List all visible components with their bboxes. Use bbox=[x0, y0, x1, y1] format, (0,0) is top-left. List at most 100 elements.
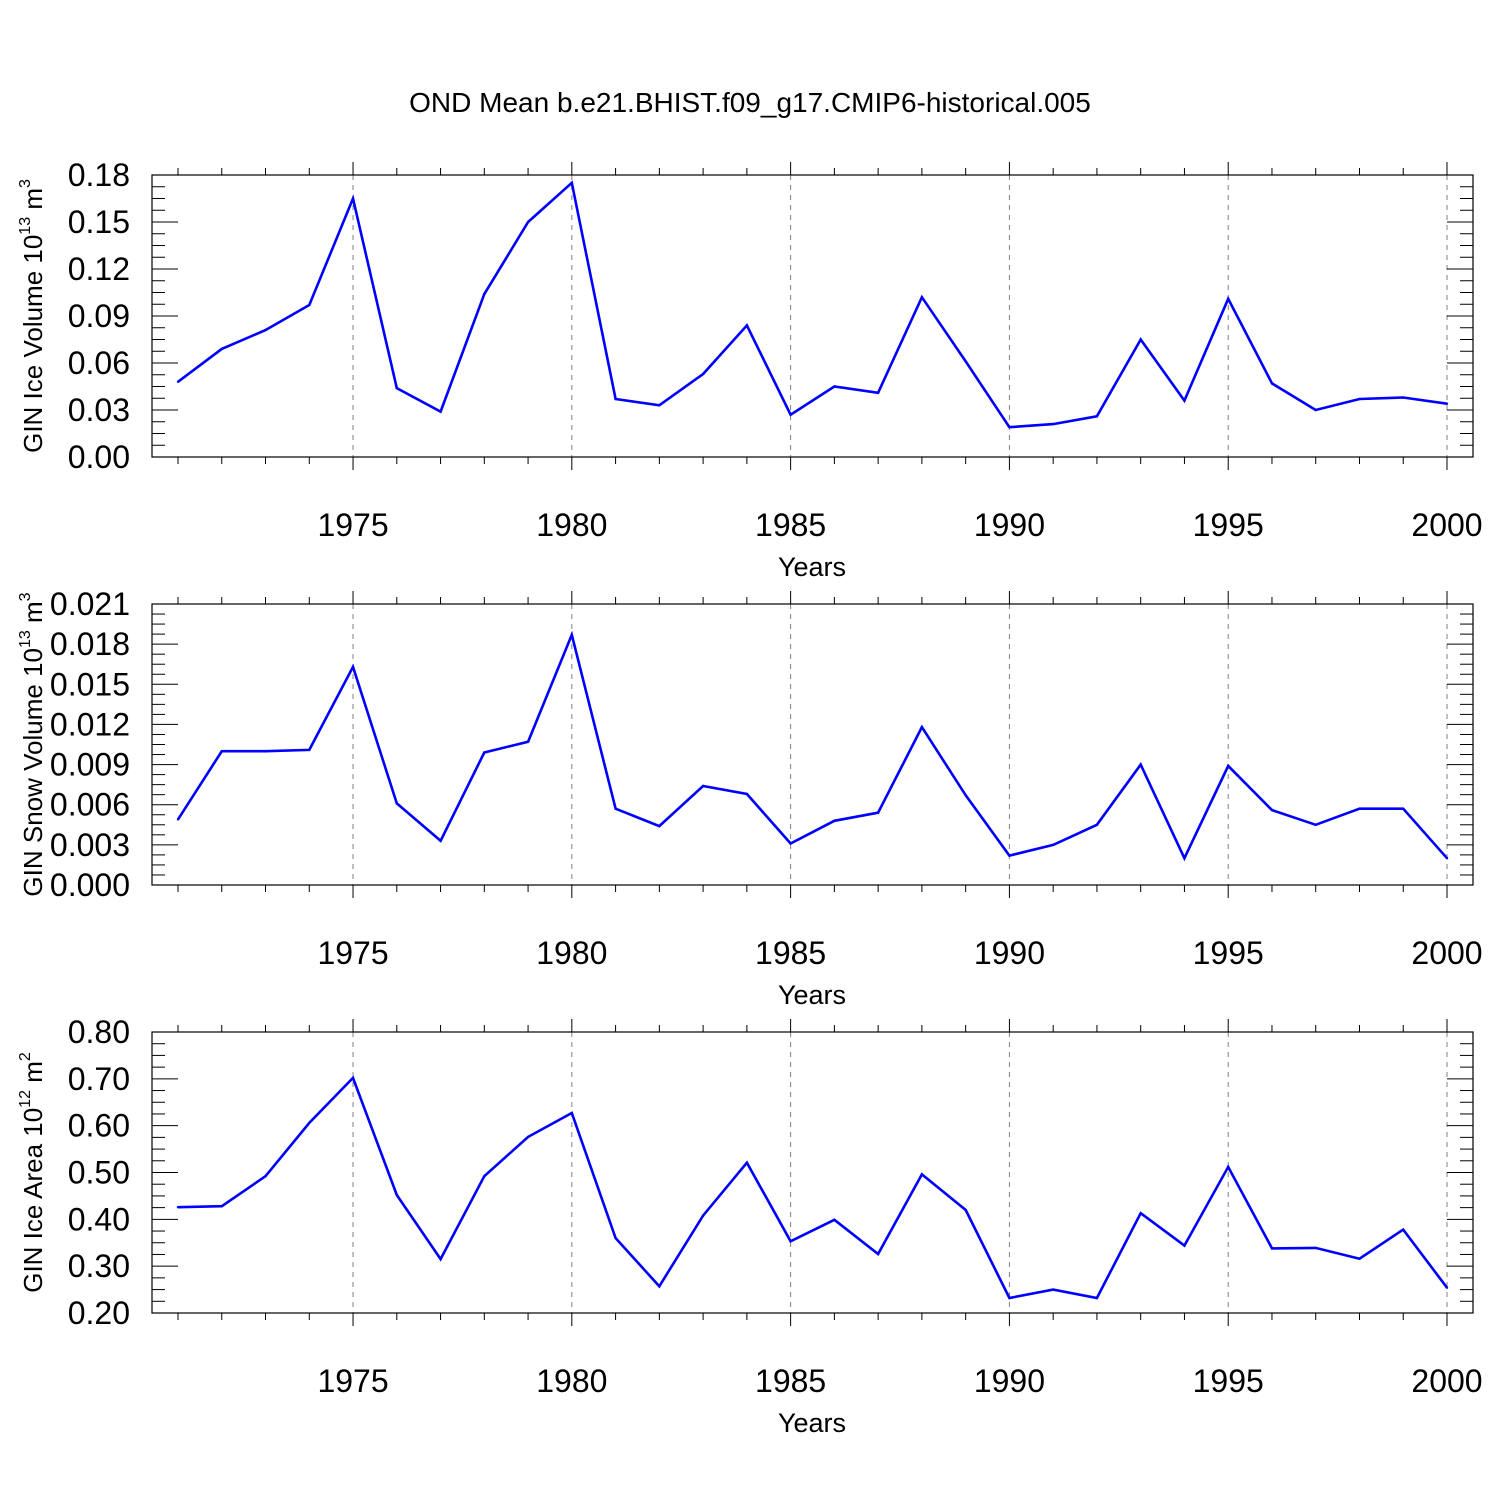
data-point bbox=[1008, 854, 1011, 857]
plot-frame bbox=[151, 174, 1474, 458]
plot-frame bbox=[151, 1031, 1474, 1314]
data-point bbox=[1183, 1244, 1186, 1247]
data-point bbox=[1139, 1212, 1142, 1215]
data-point bbox=[1270, 382, 1274, 385]
data-point bbox=[439, 410, 442, 413]
x-tick-label: 1995 bbox=[1193, 507, 1264, 543]
data-point bbox=[308, 1121, 311, 1125]
x-tick-label: 1980 bbox=[536, 935, 607, 971]
data-point bbox=[570, 633, 574, 636]
chart-panel-3: 1975 1980 1985 1990 1995 2000 Years 0.20 0.30 0.4… bbox=[17, 1014, 1483, 1438]
x-tick-label: 2000 bbox=[1411, 1363, 1482, 1399]
y-tick-label: 0.70 bbox=[68, 1061, 130, 1097]
data-point bbox=[395, 1193, 398, 1197]
y-axis-label-unit-exponent: 3 bbox=[17, 592, 34, 601]
data-point bbox=[701, 372, 705, 376]
data-point bbox=[964, 360, 967, 363]
y-tick-label: 0.30 bbox=[68, 1248, 130, 1284]
data-point bbox=[220, 749, 223, 753]
data-point bbox=[1183, 857, 1186, 860]
y-tick-label: 0.012 bbox=[50, 706, 130, 742]
data-point bbox=[833, 385, 836, 388]
y-tick-label: 0.00 bbox=[68, 439, 130, 475]
y-axis-label: GIN Ice Volume 1013 m3 bbox=[17, 179, 48, 453]
series-line bbox=[177, 180, 1448, 429]
data-point bbox=[920, 1173, 924, 1176]
x-tick-label: 1990 bbox=[974, 1363, 1045, 1399]
y-tick-label: 0.18 bbox=[68, 157, 130, 193]
data-point bbox=[1358, 397, 1361, 401]
x-tick-label: 2000 bbox=[1411, 507, 1482, 543]
y-axis-label-unit: m bbox=[18, 601, 48, 630]
data-point bbox=[395, 386, 398, 390]
y-axis-label: GIN Snow Volume 1013 m3 bbox=[17, 592, 48, 896]
data-point bbox=[1227, 1165, 1230, 1169]
y-axis-label-text: GIN Ice Area 10 bbox=[18, 1108, 48, 1293]
data-point bbox=[614, 1236, 617, 1240]
data-point bbox=[1358, 807, 1361, 810]
data-point bbox=[176, 380, 180, 383]
data-point bbox=[483, 292, 486, 296]
data-point bbox=[876, 1252, 880, 1256]
data-point bbox=[483, 751, 486, 754]
x-tick-label: 1975 bbox=[317, 1363, 388, 1399]
y-tick-label: 0.021 bbox=[50, 586, 130, 622]
data-point bbox=[1358, 1257, 1361, 1260]
x-tick-label: 1995 bbox=[1193, 1363, 1264, 1399]
data-point bbox=[1314, 823, 1317, 826]
y-tick-label: 0.80 bbox=[68, 1014, 130, 1050]
data-point bbox=[701, 784, 705, 788]
chart-panel-2: 1975 1980 1985 1990 1995 2000 Years 0.000 0.003 0… bbox=[17, 586, 1483, 1010]
data-point bbox=[570, 181, 574, 185]
data-point bbox=[264, 328, 267, 332]
x-tick-label: 1980 bbox=[536, 507, 607, 543]
figure-title: OND Mean b.e21.BHIST.f09_g17.CMIP6-histo… bbox=[409, 87, 1091, 118]
data-point bbox=[789, 1240, 792, 1243]
data-point bbox=[876, 391, 880, 394]
data-point bbox=[833, 1218, 836, 1222]
y-axis-label-exponent: 12 bbox=[17, 1090, 34, 1108]
data-point bbox=[570, 1111, 574, 1115]
data-point bbox=[220, 347, 223, 351]
data-point bbox=[1008, 426, 1011, 429]
data-point bbox=[1270, 808, 1274, 812]
data-point bbox=[1051, 843, 1055, 847]
data-point bbox=[176, 818, 180, 821]
data-point bbox=[526, 1135, 530, 1139]
data-point bbox=[1445, 402, 1449, 405]
y-axis-label-unit-exponent: 2 bbox=[17, 1052, 34, 1061]
data-point bbox=[1314, 1246, 1317, 1250]
data-point bbox=[1095, 1296, 1099, 1300]
panels: 1975 1980 1985 1990 1995 2000 Years 0.00 0.03 0.0… bbox=[17, 157, 1483, 1438]
y-tick-label: 0.09 bbox=[68, 298, 130, 334]
data-point bbox=[395, 802, 398, 805]
plot-frame bbox=[151, 603, 1474, 886]
chart-panel-1: 1975 1980 1985 1990 1995 2000 Years 0.00 0.03 0.0… bbox=[17, 157, 1483, 582]
data-point bbox=[1139, 338, 1142, 341]
data-point bbox=[264, 1175, 267, 1178]
data-point bbox=[614, 807, 617, 810]
y-tick-label: 0.12 bbox=[68, 251, 130, 287]
x-tick-label: 1990 bbox=[974, 935, 1045, 971]
x-tick-label: 1985 bbox=[755, 1363, 826, 1399]
data-point bbox=[920, 296, 924, 299]
y-tick-label: 0.03 bbox=[68, 392, 130, 428]
data-point bbox=[483, 1175, 486, 1178]
data-point bbox=[1183, 399, 1186, 402]
x-tick-label: 1980 bbox=[536, 1363, 607, 1399]
y-axis-label: GIN Ice Area 1012 m2 bbox=[17, 1052, 48, 1293]
y-tick-label: 0.018 bbox=[50, 626, 130, 662]
y-tick-label: 0.009 bbox=[50, 747, 130, 783]
series-line bbox=[176, 630, 1448, 862]
data-point bbox=[351, 197, 355, 200]
y-tick-label: 0.50 bbox=[68, 1155, 130, 1191]
x-tick-label: 1995 bbox=[1193, 935, 1264, 971]
x-tick-label: 1975 bbox=[317, 935, 388, 971]
y-axis-label-text: GIN Ice Volume 10 bbox=[18, 235, 48, 453]
y-axis-label-unit-exponent: 3 bbox=[17, 179, 34, 188]
data-point bbox=[1445, 857, 1449, 860]
y-tick-label: 0.06 bbox=[68, 345, 130, 381]
data-point bbox=[1095, 415, 1099, 418]
y-axis-label-unit: m bbox=[18, 1061, 48, 1090]
y-tick-label: 0.20 bbox=[68, 1295, 130, 1331]
